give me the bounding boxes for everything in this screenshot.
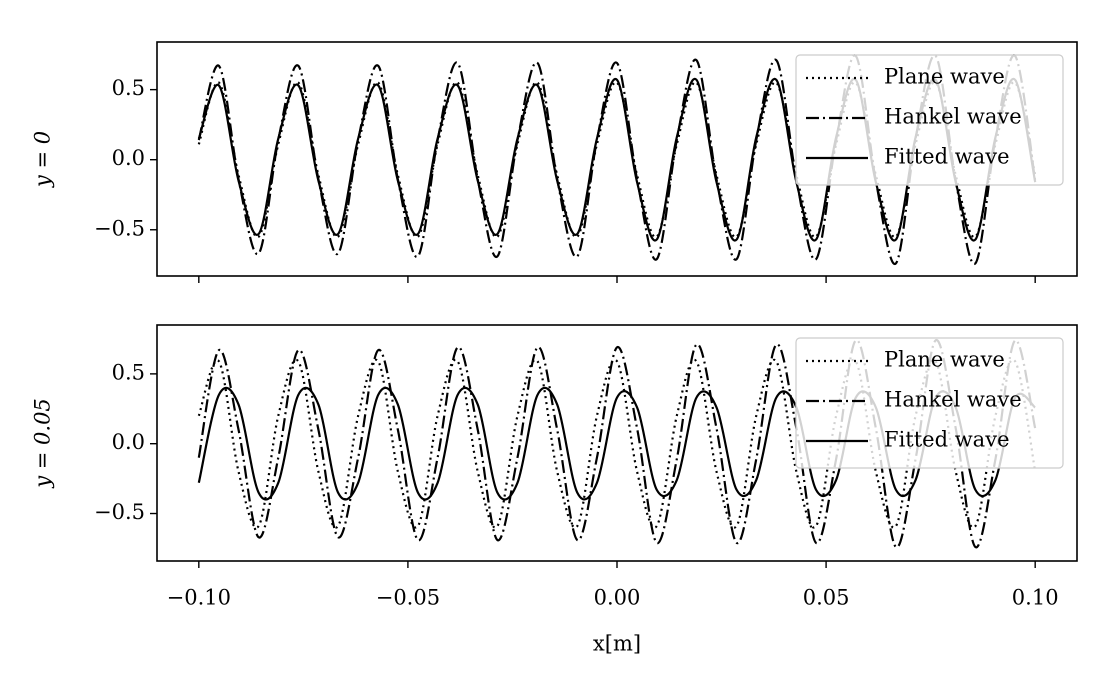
series-line (197, 77, 1037, 242)
series-line (197, 81, 1037, 238)
y-tick-label: −0.5 (94, 216, 145, 240)
legend-label: Plane wave (884, 348, 1005, 372)
series-line (197, 54, 1037, 265)
x-tick-label: 0.00 (594, 586, 641, 610)
y-tick-label: −0.5 (94, 500, 145, 524)
legend-label: Plane wave (884, 65, 1005, 89)
series-line (197, 386, 1036, 501)
legend-label: Hankel wave (884, 388, 1022, 412)
x-tick-label: 0.10 (1012, 586, 1059, 610)
legend-box (795, 337, 1064, 469)
x-tick-label: −0.10 (167, 586, 231, 610)
y-tick-label: 0.0 (112, 146, 145, 170)
x-tick-label: −0.05 (376, 586, 440, 610)
x-axis-label: x[m] (593, 632, 641, 656)
legend-label: Fitted wave (884, 428, 1010, 452)
y-tick-label: 0.0 (112, 430, 145, 454)
y-tick-label: 0.5 (112, 76, 145, 100)
y-axis-label: y = 0.05 (31, 398, 55, 489)
x-tick-label: 0.05 (803, 586, 850, 610)
legend-label: Hankel wave (884, 105, 1022, 129)
y-tick-label: 0.5 (112, 360, 145, 384)
y-axis-label: y = 0 (31, 131, 55, 188)
series-line (197, 358, 1037, 529)
series-line (197, 339, 1037, 549)
legend-label: Fitted wave (884, 145, 1010, 169)
legend-box (795, 54, 1064, 186)
